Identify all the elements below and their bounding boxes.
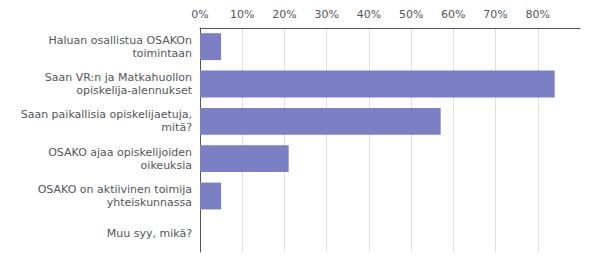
- svg-text:OSAKO on aktiivinen toimija: OSAKO on aktiivinen toimija: [38, 183, 192, 196]
- svg-text:Haluan osallistua OSAKOn: Haluan osallistua OSAKOn: [49, 34, 193, 47]
- svg-text:Saan paikallisia opiskelijaetu: Saan paikallisia opiskelijaetuja,: [21, 108, 192, 121]
- svg-text:30%: 30%: [314, 8, 338, 21]
- svg-text:toimintaan: toimintaan: [132, 47, 192, 60]
- svg-text:20%: 20%: [272, 8, 296, 21]
- svg-text:50%: 50%: [399, 8, 423, 21]
- svg-text:oikeuksia: oikeuksia: [141, 159, 192, 172]
- svg-text:80%: 80%: [526, 8, 550, 21]
- svg-text:10%: 10%: [230, 8, 254, 21]
- svg-text:60%: 60%: [441, 8, 465, 21]
- svg-text:mitä?: mitä?: [161, 121, 192, 134]
- svg-text:opiskelija-alennukset: opiskelija-alennukset: [76, 84, 192, 97]
- svg-text:yhteiskunnassa: yhteiskunnassa: [107, 196, 192, 209]
- svg-text:70%: 70%: [483, 8, 507, 21]
- svg-text:40%: 40%: [357, 8, 381, 21]
- svg-text:OSAKO ajaa opiskelijoiden: OSAKO ajaa opiskelijoiden: [48, 146, 192, 159]
- svg-text:Muu syy, mikä?: Muu syy, mikä?: [107, 227, 192, 240]
- svg-text:Saan VR:n ja Matkahuollon: Saan VR:n ja Matkahuollon: [45, 71, 192, 84]
- svg-text:0%: 0%: [191, 8, 208, 21]
